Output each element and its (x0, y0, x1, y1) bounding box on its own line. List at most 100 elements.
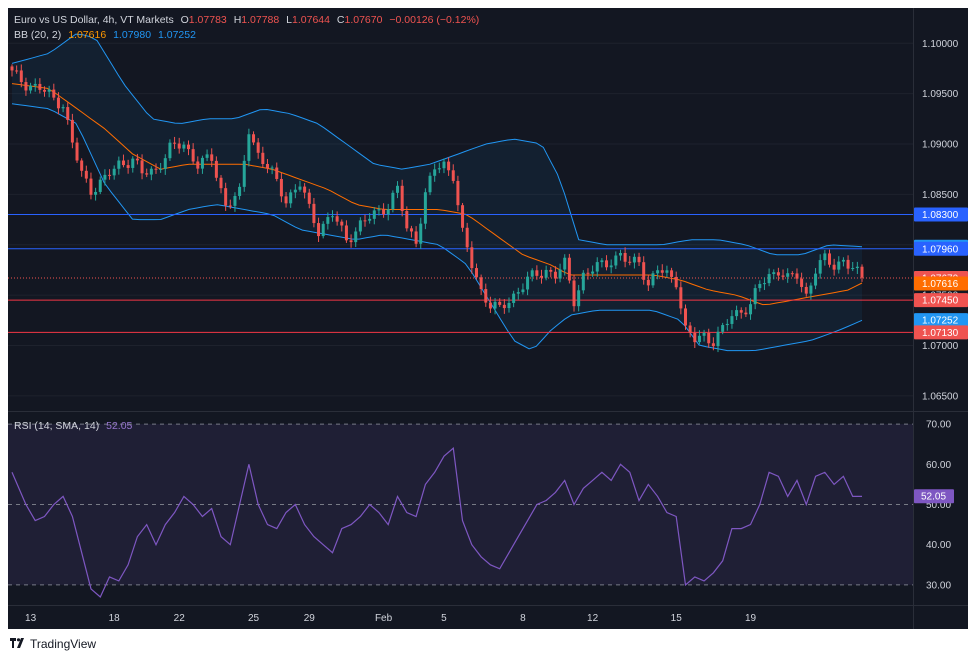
candle-body[interactable] (298, 186, 302, 190)
candle-body[interactable] (605, 260, 609, 268)
candle-body[interactable] (456, 180, 460, 206)
candle-body[interactable] (762, 283, 766, 285)
candle-body[interactable] (182, 144, 186, 149)
candle-body[interactable] (461, 205, 465, 228)
candle-body[interactable] (205, 154, 209, 158)
candle-body[interactable] (131, 158, 135, 168)
candle-body[interactable] (660, 270, 664, 273)
candle-body[interactable] (530, 270, 534, 277)
candle-body[interactable] (516, 292, 520, 294)
candle-body[interactable] (549, 269, 553, 272)
candle-body[interactable] (493, 301, 497, 309)
candle-body[interactable] (860, 266, 864, 278)
candle-body[interactable] (84, 170, 88, 179)
candle-body[interactable] (595, 262, 599, 272)
candle-body[interactable] (126, 165, 130, 168)
candle-body[interactable] (544, 269, 548, 278)
candle-body[interactable] (256, 142, 260, 153)
candle-body[interactable] (646, 279, 650, 286)
candle-body[interactable] (800, 278, 804, 287)
candle-body[interactable] (187, 144, 191, 150)
candle-body[interactable] (674, 276, 678, 288)
candle-body[interactable] (707, 332, 711, 344)
candle-body[interactable] (502, 304, 506, 309)
candle-body[interactable] (507, 302, 511, 309)
candle-body[interactable] (317, 223, 321, 237)
candle-body[interactable] (637, 256, 641, 263)
candle-body[interactable] (716, 331, 720, 347)
candle-body[interactable] (832, 264, 836, 270)
candle-body[interactable] (400, 185, 404, 212)
candle-body[interactable] (358, 220, 362, 232)
candle-body[interactable] (80, 160, 84, 171)
candle-body[interactable] (484, 289, 488, 303)
candle-body[interactable] (372, 210, 376, 219)
candle-body[interactable] (572, 280, 576, 307)
candle-body[interactable] (730, 316, 734, 324)
candle-body[interactable] (814, 273, 818, 286)
candle-body[interactable] (279, 178, 283, 197)
candle-body[interactable] (679, 287, 683, 309)
candle-body[interactable] (405, 211, 409, 229)
candle-body[interactable] (841, 259, 845, 262)
candle-body[interactable] (224, 188, 228, 206)
candle-body[interactable] (823, 253, 827, 261)
candle-body[interactable] (586, 272, 590, 274)
candle-body[interactable] (121, 160, 125, 166)
candle-body[interactable] (423, 192, 427, 224)
candle-body[interactable] (414, 231, 418, 244)
candle-body[interactable] (512, 293, 516, 303)
candle-body[interactable] (535, 270, 539, 276)
candle-body[interactable] (33, 83, 37, 86)
candle-body[interactable] (307, 192, 311, 204)
candle-body[interactable] (628, 261, 632, 263)
candle-body[interactable] (526, 276, 530, 290)
candle-body[interactable] (368, 218, 372, 221)
candle-body[interactable] (521, 289, 525, 293)
candle-body[interactable] (702, 332, 706, 336)
candle-body[interactable] (89, 178, 93, 195)
candle-body[interactable] (270, 167, 274, 169)
candle-body[interactable] (772, 272, 776, 275)
candle-body[interactable] (335, 216, 339, 222)
candle-body[interactable] (581, 272, 585, 291)
candle-body[interactable] (261, 152, 265, 164)
candle-body[interactable] (112, 168, 116, 176)
candle-body[interactable] (173, 142, 177, 144)
candle-body[interactable] (711, 343, 715, 347)
candle-body[interactable] (330, 216, 334, 218)
candle-body[interactable] (47, 89, 51, 92)
candle-body[interactable] (238, 186, 242, 196)
candle-body[interactable] (396, 185, 400, 193)
candle-body[interactable] (451, 170, 455, 181)
candle-body[interactable] (540, 275, 544, 278)
candle-body[interactable] (776, 272, 780, 276)
candle-body[interactable] (326, 217, 330, 224)
candle-body[interactable] (10, 66, 14, 71)
candle-body[interactable] (29, 85, 33, 91)
candle-body[interactable] (614, 255, 618, 266)
candle-body[interactable] (670, 270, 674, 277)
candle-body[interactable] (284, 196, 288, 204)
candle-body[interactable] (665, 270, 669, 273)
candle-body[interactable] (303, 186, 307, 193)
candle-body[interactable] (52, 89, 56, 98)
candle-body[interactable] (488, 302, 492, 309)
candle-body[interactable] (851, 268, 855, 270)
candle-body[interactable] (479, 277, 483, 290)
candle-body[interactable] (749, 304, 753, 315)
candle-body[interactable] (15, 70, 19, 72)
candle-body[interactable] (855, 266, 859, 269)
candle-body[interactable] (135, 158, 139, 161)
candle-body[interactable] (312, 203, 316, 224)
candle-body[interactable] (827, 253, 831, 265)
candle-body[interactable] (233, 195, 237, 206)
candle-body[interactable] (163, 158, 167, 169)
candle-body[interactable] (567, 257, 571, 281)
candle-body[interactable] (159, 168, 163, 170)
tradingview-logo[interactable]: TradingView (10, 637, 96, 651)
candle-body[interactable] (247, 134, 251, 161)
candle-body[interactable] (688, 325, 692, 333)
candle-body[interactable] (293, 189, 297, 193)
candle-body[interactable] (344, 225, 348, 241)
